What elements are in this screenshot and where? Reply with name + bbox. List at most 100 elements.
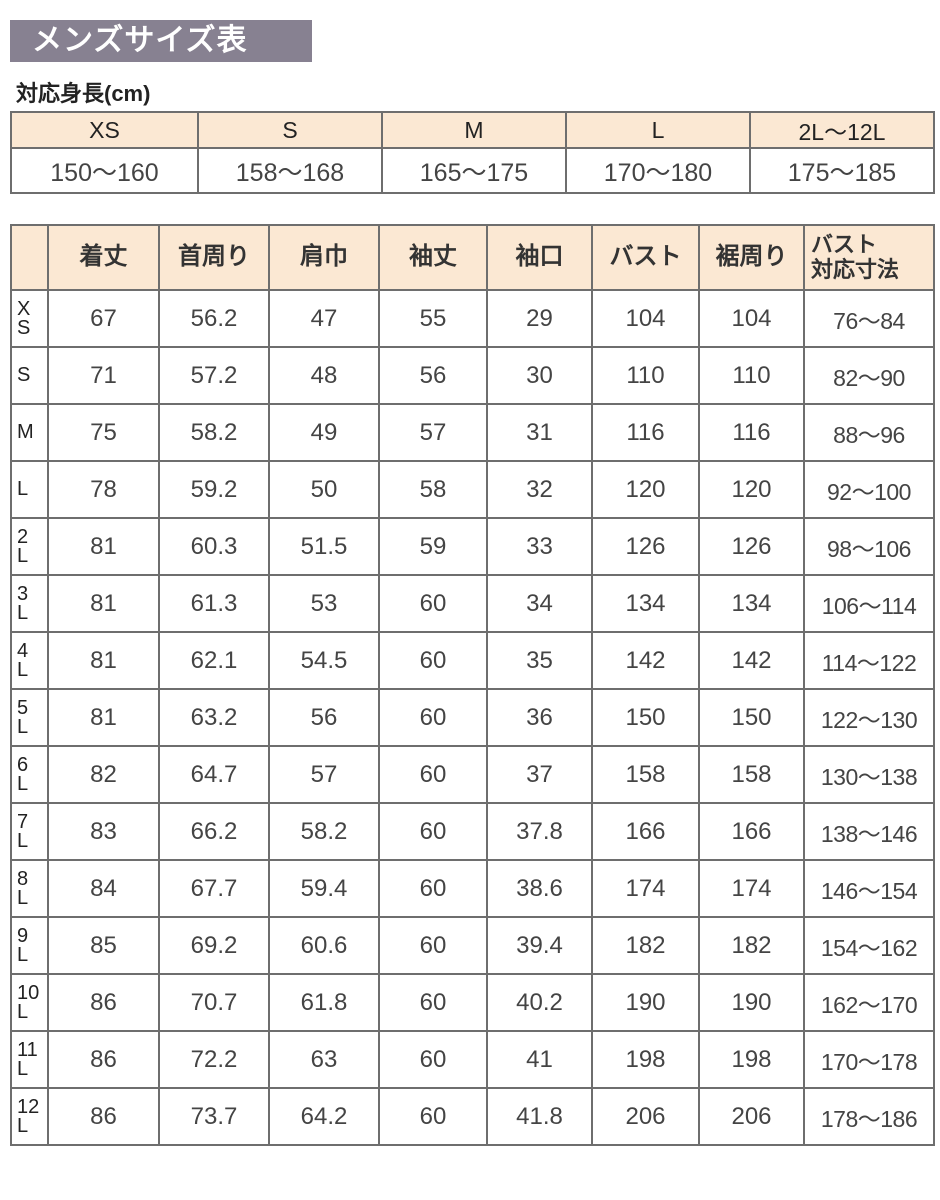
height-table-header: XS S M L 2L〜12L xyxy=(10,111,935,149)
table-cell: 60 xyxy=(378,1087,488,1146)
table-row: 11L 86 72.2 63 60 41 198 198 170〜178 xyxy=(10,1030,935,1089)
table-cell: 60 xyxy=(378,916,488,975)
header-line: 対応寸法 xyxy=(811,256,900,282)
table-row: 10L 86 70.7 61.8 60 40.2 190 190 162〜170 xyxy=(10,973,935,1032)
table-cell: 86 xyxy=(47,973,160,1032)
table-cell: 57.2 xyxy=(158,346,270,405)
height-range: 175〜185 xyxy=(749,147,935,194)
table-row: XS 67 56.2 47 55 29 104 104 76〜84 xyxy=(10,289,935,348)
column-header: 袖口 xyxy=(486,224,593,291)
table-cell: 76〜84 xyxy=(803,289,935,348)
table-cell: 182 xyxy=(698,916,805,975)
table-row: L 78 59.2 50 58 32 120 120 92〜100 xyxy=(10,460,935,519)
size-cell: 5L xyxy=(10,688,49,747)
table-cell: 64.7 xyxy=(158,745,270,804)
table-cell: 81 xyxy=(47,688,160,747)
size-label: 7L xyxy=(17,810,29,852)
table-cell: 83 xyxy=(47,802,160,861)
size-table-header: 着丈 首周り 肩巾 袖丈 袖口 バスト 裾周り バスト 対応寸法 xyxy=(10,224,935,291)
table-cell: 51.5 xyxy=(268,517,380,576)
table-cell: 58.2 xyxy=(268,802,380,861)
table-cell: 82〜90 xyxy=(803,346,935,405)
height-range: 150〜160 xyxy=(10,147,199,194)
table-cell: 166 xyxy=(591,802,700,861)
size-cell: L xyxy=(10,460,49,519)
table-cell: 110 xyxy=(591,346,700,405)
table-row: 8L 84 67.7 59.4 60 38.6 174 174 146〜154 xyxy=(10,859,935,918)
table-cell: 86 xyxy=(47,1030,160,1089)
size-label: 9L xyxy=(17,924,29,966)
table-cell: 104 xyxy=(698,289,805,348)
table-cell: 60.3 xyxy=(158,517,270,576)
size-label: S xyxy=(17,364,31,386)
table-cell: 66.2 xyxy=(158,802,270,861)
size-header: XS xyxy=(10,111,199,149)
height-table-row: 150〜160 158〜168 165〜175 170〜180 175〜185 xyxy=(10,147,935,194)
table-cell: 60 xyxy=(378,1030,488,1089)
size-cell: 2L xyxy=(10,517,49,576)
table-cell: 158 xyxy=(698,745,805,804)
table-cell: 110 xyxy=(698,346,805,405)
height-section-label: 対応身長(cm) xyxy=(16,81,151,106)
corner-cell xyxy=(10,224,49,291)
table-cell: 104 xyxy=(591,289,700,348)
table-cell: 59.4 xyxy=(268,859,380,918)
table-row: 3L 81 61.3 53 60 34 134 134 106〜114 xyxy=(10,574,935,633)
size-cell: S xyxy=(10,346,49,405)
table-cell: 120 xyxy=(698,460,805,519)
size-cell: XS xyxy=(10,289,49,348)
table-cell: 81 xyxy=(47,517,160,576)
column-header: 着丈 xyxy=(47,224,160,291)
table-cell: 67.7 xyxy=(158,859,270,918)
table-cell: 60 xyxy=(378,631,488,690)
table-cell: 59.2 xyxy=(158,460,270,519)
table-cell: 57 xyxy=(378,403,488,462)
table-cell: 58.2 xyxy=(158,403,270,462)
table-cell: 190 xyxy=(698,973,805,1032)
table-cell: 174 xyxy=(591,859,700,918)
table-cell: 71 xyxy=(47,346,160,405)
table-cell: 69.2 xyxy=(158,916,270,975)
table-cell: 61.3 xyxy=(158,574,270,633)
size-cell: M xyxy=(10,403,49,462)
table-cell: 57 xyxy=(268,745,380,804)
table-cell: 142 xyxy=(698,631,805,690)
table-cell: 33 xyxy=(486,517,593,576)
table-cell: 35 xyxy=(486,631,593,690)
size-label: 11L xyxy=(17,1038,38,1080)
size-label: M xyxy=(17,421,34,443)
size-cell: 3L xyxy=(10,574,49,633)
table-cell: 60 xyxy=(378,745,488,804)
table-cell: 63 xyxy=(268,1030,380,1089)
size-label: 3L xyxy=(17,582,29,624)
table-cell: 122〜130 xyxy=(803,688,935,747)
table-cell: 120 xyxy=(591,460,700,519)
table-cell: 81 xyxy=(47,631,160,690)
table-cell: 56 xyxy=(378,346,488,405)
table-cell: 116 xyxy=(698,403,805,462)
table-cell: 162〜170 xyxy=(803,973,935,1032)
table-cell: 49 xyxy=(268,403,380,462)
table-cell: 138〜146 xyxy=(803,802,935,861)
table-cell: 55 xyxy=(378,289,488,348)
table-row: 9L 85 69.2 60.6 60 39.4 182 182 154〜162 xyxy=(10,916,935,975)
size-label: 5L xyxy=(17,696,29,738)
table-cell: 190 xyxy=(591,973,700,1032)
table-cell: 60 xyxy=(378,688,488,747)
table-cell: 37.8 xyxy=(486,802,593,861)
table-cell: 64.2 xyxy=(268,1087,380,1146)
table-cell: 61.8 xyxy=(268,973,380,1032)
table-cell: 170〜178 xyxy=(803,1030,935,1089)
table-cell: 58 xyxy=(378,460,488,519)
table-cell: 40.2 xyxy=(486,973,593,1032)
table-cell: 41 xyxy=(486,1030,593,1089)
table-cell: 36 xyxy=(486,688,593,747)
table-cell: 98〜106 xyxy=(803,517,935,576)
table-cell: 114〜122 xyxy=(803,631,935,690)
table-cell: 60 xyxy=(378,802,488,861)
table-cell: 130〜138 xyxy=(803,745,935,804)
table-cell: 116 xyxy=(591,403,700,462)
table-cell: 53 xyxy=(268,574,380,633)
size-cell: 12L xyxy=(10,1087,49,1146)
size-cell: 6L xyxy=(10,745,49,804)
